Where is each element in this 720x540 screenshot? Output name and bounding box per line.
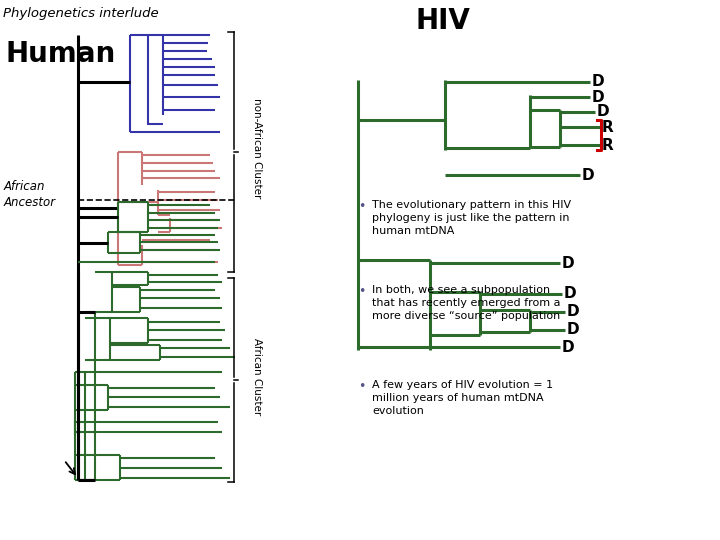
Text: Human: Human: [5, 40, 115, 68]
Text: D: D: [562, 255, 575, 271]
Text: •: •: [358, 200, 365, 213]
Text: African Cluster: African Cluster: [252, 339, 262, 416]
Text: D: D: [592, 90, 605, 105]
Text: non-African Cluster: non-African Cluster: [252, 98, 262, 198]
Text: D: D: [582, 167, 595, 183]
Text: The evolutionary pattern in this HIV
phylogeny is just like the pattern in
human: The evolutionary pattern in this HIV phy…: [372, 200, 571, 235]
Text: D: D: [597, 105, 610, 119]
Text: Phylogenetics interlude: Phylogenetics interlude: [3, 7, 158, 20]
Text: In both, we see a subpopulation
that has recently emerged from a
more diverse “s: In both, we see a subpopulation that has…: [372, 285, 560, 321]
Text: R: R: [602, 119, 613, 134]
Text: •: •: [358, 285, 365, 298]
Text: D: D: [592, 75, 605, 90]
Text: D: D: [567, 305, 580, 320]
Text: D: D: [567, 322, 580, 338]
Text: A few years of HIV evolution = 1
million years of human mtDNA
evolution: A few years of HIV evolution = 1 million…: [372, 380, 553, 416]
Text: •: •: [358, 380, 365, 393]
Text: African
Ancestor: African Ancestor: [4, 180, 56, 209]
Text: D: D: [564, 287, 577, 301]
Text: HIV: HIV: [415, 7, 470, 35]
Text: D: D: [562, 340, 575, 354]
Text: R: R: [602, 138, 613, 152]
